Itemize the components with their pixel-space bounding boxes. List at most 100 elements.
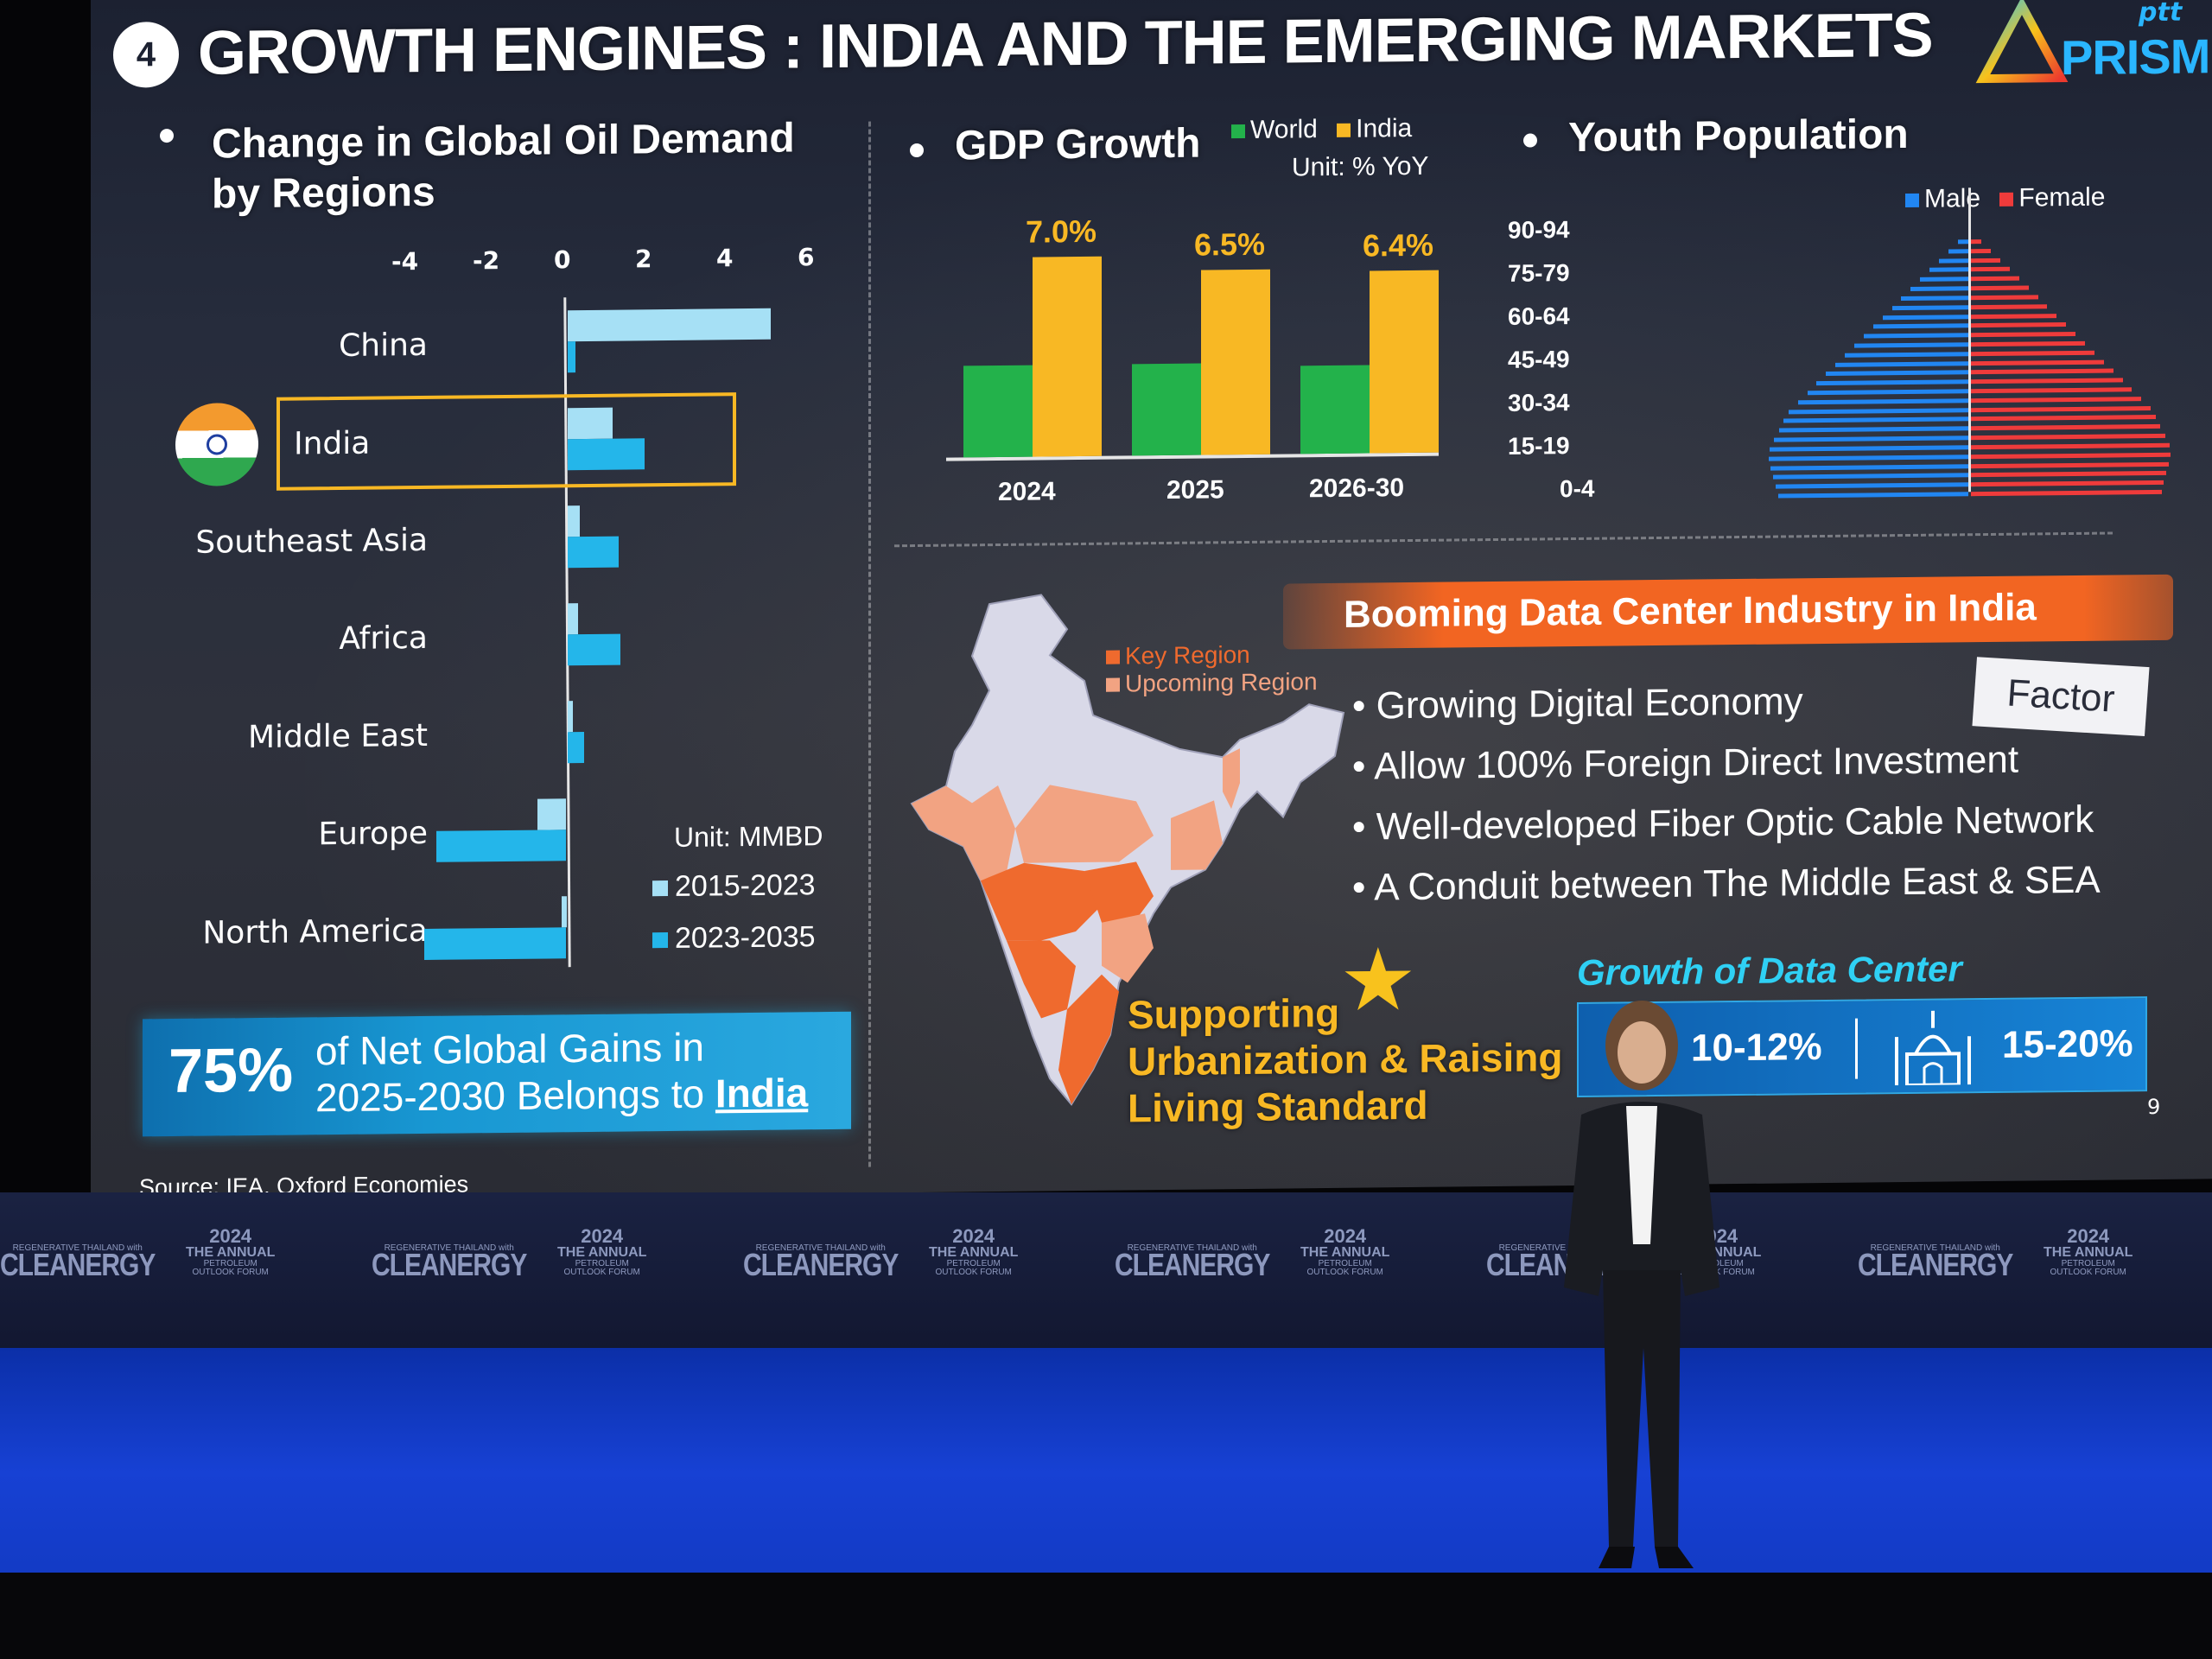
pyramid-bar-male bbox=[1783, 416, 1968, 423]
oil-region-label: Africa bbox=[339, 620, 428, 657]
oil-demand-heading-line2: by Regions bbox=[212, 168, 435, 218]
oil-bar-2023-2035 bbox=[568, 732, 584, 764]
pyramid-bar-female bbox=[1971, 285, 2029, 291]
pyramid-bar-male bbox=[1901, 296, 1968, 301]
gdp-chart: 7.0% 2024 6.5% 2025 6.4% 2026-30 bbox=[912, 194, 1439, 527]
callout-text: of Net Global Gains in 2025-2030 Belongs… bbox=[315, 1022, 808, 1121]
pyramid-bar-male bbox=[1845, 352, 1968, 358]
map-region-key-karnataka bbox=[1007, 940, 1076, 1019]
pyramid-age-label: 0-4 bbox=[1560, 474, 1595, 503]
led-year: 2024 bbox=[209, 1225, 252, 1247]
data-center-bullet: • Well-developed Fiber Optic Cable Netwo… bbox=[1352, 798, 2094, 849]
oil-region-label: Southeast Asia bbox=[195, 522, 428, 561]
led-event: THE ANNUAL bbox=[1300, 1245, 1390, 1260]
oil-unit-label: Unit: MMBD bbox=[674, 820, 823, 853]
led-cleanergy-logo: REGENERATIVE THAILAND with CLEANERGY bbox=[372, 1243, 527, 1283]
led-brand-small: REGENERATIVE THAILAND with bbox=[755, 1243, 886, 1253]
pyramid-bar-female bbox=[1971, 442, 2171, 450]
led-event: THE ANNUAL bbox=[2044, 1245, 2133, 1260]
pyramid-bar-male bbox=[1788, 407, 1968, 415]
pyramid-bar-female bbox=[1971, 489, 2162, 497]
pyramid-bar-female bbox=[1971, 340, 2086, 347]
oil-legend-2015-2023: 2015-2023 bbox=[652, 868, 816, 904]
pyramid-bar-male bbox=[1778, 426, 1968, 433]
oil-bar-2023-2035 bbox=[423, 927, 566, 960]
led-brand-small: REGENERATIVE THAILAND with bbox=[1870, 1243, 2000, 1253]
pyramid-bar-male bbox=[1835, 360, 1968, 367]
pyramid-bar-female bbox=[1971, 322, 2067, 328]
gdp-bar-india bbox=[1201, 269, 1270, 455]
gdp-bar-world bbox=[1132, 363, 1201, 456]
led-event-small: OUTLOOK FORUM bbox=[192, 1268, 269, 1277]
led-year: 2024 bbox=[952, 1225, 995, 1247]
oil-bar-2023-2035 bbox=[568, 341, 576, 373]
ptt-logo-text: ptt bbox=[2139, 0, 2183, 29]
pyramid-bar-male bbox=[1948, 249, 1968, 254]
pyramid-age-label: 90-94 bbox=[1508, 216, 1570, 244]
prism-logo: ptt PRISM bbox=[1974, 0, 2209, 86]
growth-data-center-box: 10-12% 15-20% bbox=[1577, 996, 2147, 1097]
gdp-category-label: 2026-30 bbox=[1309, 474, 1405, 504]
youth-pyramid-chart: 90-94 75-79 60-64 45-49 30-34 15-19 0-4 bbox=[1508, 186, 2171, 512]
led-brand: CLEANERGY bbox=[372, 1248, 527, 1283]
oil-bar-2015-2023 bbox=[568, 308, 771, 342]
pyramid-age-label: 15-19 bbox=[1508, 432, 1570, 460]
urbanization-text: Supporting Urbanization & Raising Living… bbox=[1128, 987, 1562, 1131]
page-number: 9 bbox=[2147, 1094, 2161, 1120]
led-brand: CLEANERGY bbox=[1115, 1248, 1270, 1283]
oil-demand-heading: Change in Global Oil Demand by Regions bbox=[212, 113, 795, 219]
map-legend-upcoming: Upcoming Region bbox=[1106, 668, 1318, 698]
pyramid-bar-male bbox=[1797, 398, 1968, 405]
oil-legend-2023-2035: 2023-2035 bbox=[652, 920, 816, 956]
stage-edge bbox=[0, 1573, 2212, 1659]
callout-percent: 75% bbox=[168, 1035, 294, 1107]
oil-bar-2015-2023 bbox=[537, 798, 566, 830]
pyramid-bar-male bbox=[1882, 314, 1968, 320]
youth-bullet bbox=[1523, 133, 1537, 148]
map-region-upcoming-west bbox=[912, 785, 1015, 881]
pyramid-bar-female bbox=[1971, 359, 2104, 365]
led-event-small: PETROLEUM bbox=[2061, 1259, 2115, 1268]
oil-bar-2023-2035 bbox=[568, 536, 619, 569]
led-brand-small: REGENERATIVE THAILAND with bbox=[384, 1243, 514, 1253]
pyramid-bar-female bbox=[1971, 332, 2076, 338]
led-event: THE ANNUAL bbox=[186, 1245, 276, 1260]
pyramid-bar-male bbox=[1773, 473, 1968, 480]
pyramid-bar-male bbox=[1957, 239, 1968, 245]
pyramid-bar-female bbox=[1971, 239, 1982, 245]
map-region-key-telangana bbox=[1084, 861, 1154, 931]
data-center-bullet: • A Conduit between The Middle East & SE… bbox=[1352, 858, 2101, 909]
oil-region-label: China bbox=[339, 327, 428, 364]
pyramid-bar-female bbox=[1971, 257, 2001, 263]
pyramid-bar-female bbox=[1971, 295, 2038, 301]
led-brand-small: REGENERATIVE THAILAND with bbox=[12, 1243, 143, 1253]
pyramid-bar-female bbox=[1971, 396, 2142, 404]
section-number-badge: 4 bbox=[113, 21, 179, 88]
pyramid-bar-female bbox=[1971, 452, 2171, 459]
pyramid-bar-female bbox=[1971, 313, 2057, 319]
pyramid-bar-male bbox=[1775, 482, 1968, 489]
led-brand: CLEANERGY bbox=[743, 1248, 899, 1283]
pyramid-bar-female bbox=[1971, 433, 2165, 441]
gdp-bar-world bbox=[963, 365, 1033, 458]
growth-india-value: 15-20% bbox=[2002, 1022, 2133, 1066]
pyramid-bar-male bbox=[1853, 342, 1968, 348]
gdp-legend-world: World bbox=[1231, 115, 1318, 144]
gdp-category-label: 2024 bbox=[998, 477, 1056, 507]
pyramid-bar-female bbox=[1971, 471, 2166, 478]
led-cleanergy-logo: REGENERATIVE THAILAND with CLEANERGY bbox=[743, 1243, 899, 1283]
led-event-small: OUTLOOK FORUM bbox=[563, 1268, 640, 1277]
led-event-small: PETROLEUM bbox=[946, 1259, 1001, 1268]
gdp-bar-india bbox=[1033, 256, 1102, 457]
india-highlight-box bbox=[276, 392, 736, 491]
pyramid-bar-female bbox=[1971, 276, 2019, 282]
oil-region-label: Middle East bbox=[247, 717, 428, 756]
oil-bar-2015-2023 bbox=[568, 603, 578, 635]
pyramid-age-label: 60-64 bbox=[1508, 302, 1570, 330]
projection-screen: 4 GROWTH ENGINES : INDIA AND THE EMERGIN… bbox=[91, 0, 2212, 1201]
taj-mahal-icon bbox=[1890, 1010, 1976, 1088]
led-cleanergy-logo: REGENERATIVE THAILAND with CLEANERGY bbox=[1115, 1244, 1270, 1283]
oil-bar-2023-2035 bbox=[568, 633, 621, 666]
oil-x-tick: 0 bbox=[554, 245, 571, 275]
